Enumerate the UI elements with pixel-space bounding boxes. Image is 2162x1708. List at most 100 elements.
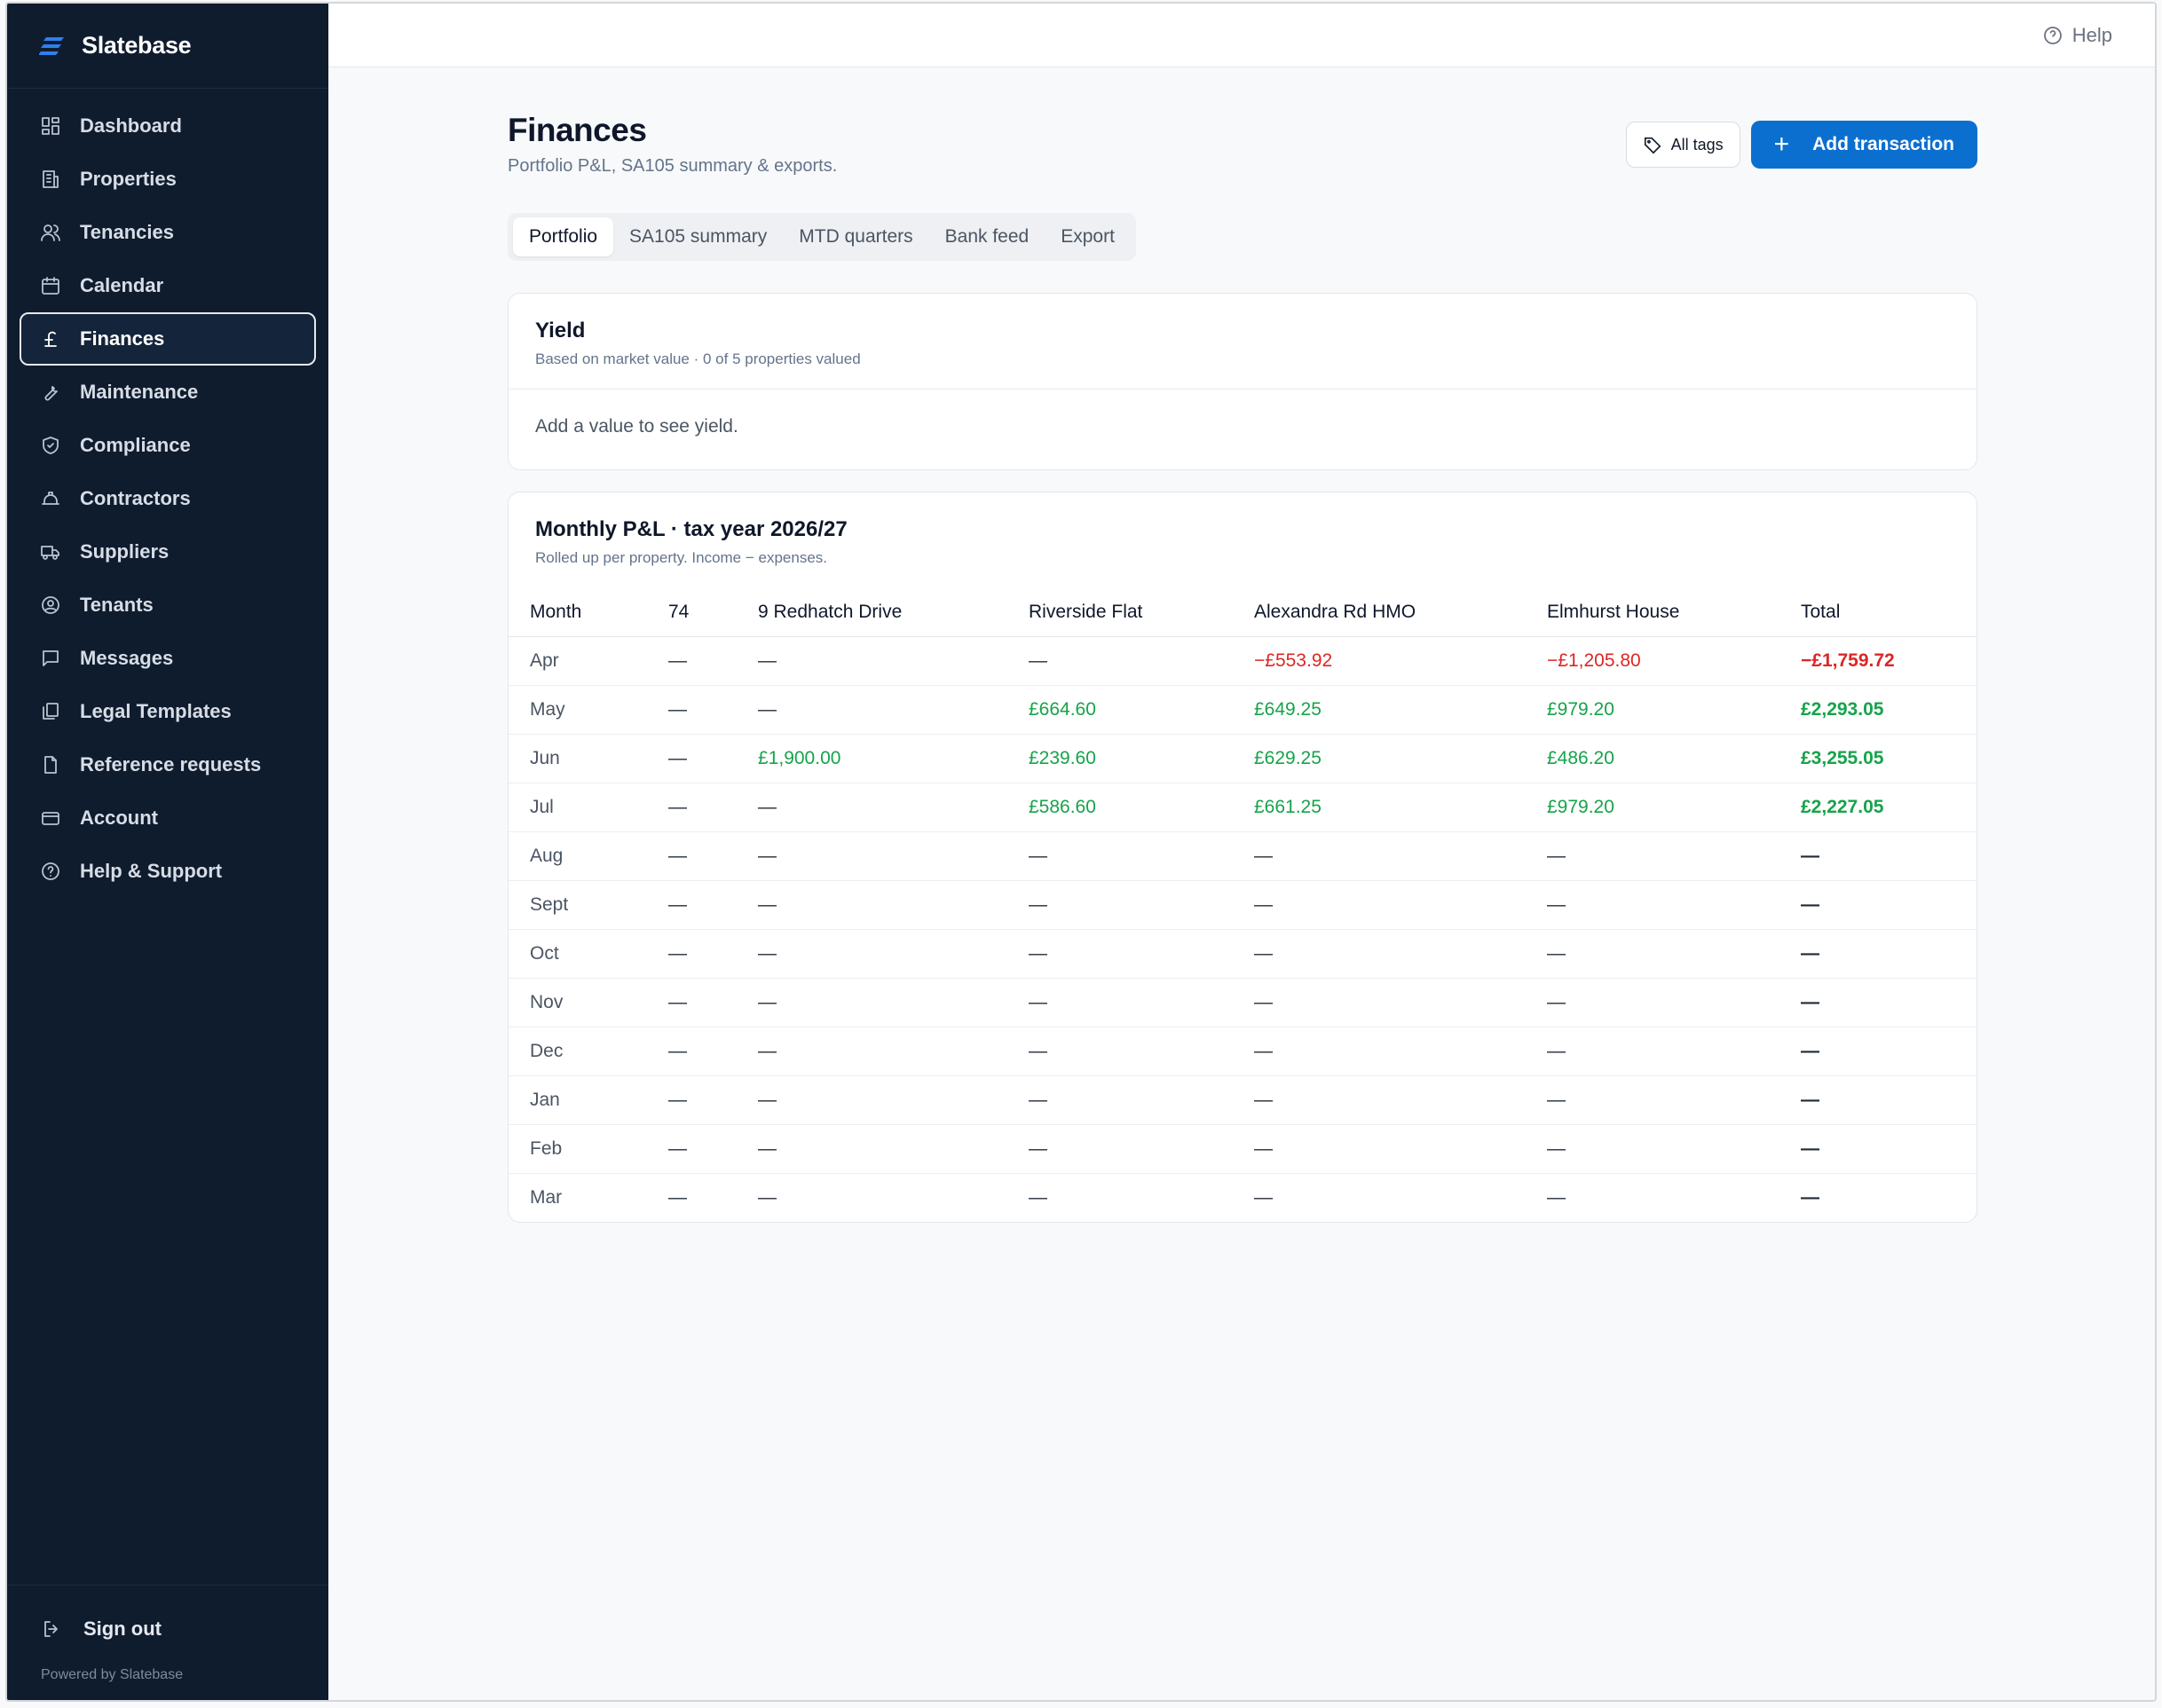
- table-row: Jul — — £586.60 £661.25 £979.20 £2,227.05: [509, 783, 1977, 832]
- table-cell: —: [737, 831, 1007, 881]
- sidebar-item-dashboard[interactable]: Dashboard: [20, 99, 316, 153]
- hardhat-icon: [39, 487, 62, 510]
- sidebar-item-properties[interactable]: Properties: [20, 153, 316, 206]
- pl-title: Monthly P&L · tax year 2026/27: [535, 517, 848, 541]
- tab-mtd-quarters[interactable]: MTD quarters: [799, 226, 913, 247]
- pound-icon: [39, 327, 62, 350]
- total-cell: £2,293.05: [1779, 685, 1977, 735]
- yield-card-header: Yield Based on market value · 0 of 5 pro…: [509, 294, 1977, 390]
- file-search-icon: [39, 753, 62, 776]
- help-circle-icon: [39, 860, 62, 883]
- table-row: Jun — £1,900.00 £239.60 £629.25 £486.20 £3,255…: [509, 734, 1977, 783]
- sidebar-item-suppliers[interactable]: Suppliers: [20, 525, 316, 579]
- table-cell: −£1,205.80: [1526, 636, 1779, 686]
- table-cell: £979.20: [1526, 685, 1779, 735]
- sidebar-item-contractors[interactable]: Contractors: [20, 472, 316, 525]
- page-actions: All tags + Add transaction: [1625, 121, 1977, 169]
- documents-icon: [39, 700, 62, 723]
- pl-card-header: Monthly P&L · tax year 2026/27 Rolled up…: [509, 492, 1977, 588]
- table-cell: —: [1526, 1075, 1779, 1125]
- col-header-month: Month: [509, 588, 647, 637]
- main-area: Help Finances Portfolio P&L, SA105 summa…: [328, 4, 2155, 1700]
- table-cell: £979.20: [1526, 783, 1779, 832]
- sign-out-label: Sign out: [83, 1617, 162, 1640]
- pl-header-row: Month 74 9 Redhatch Drive Riverside Flat…: [509, 588, 1977, 637]
- table-cell: —: [737, 636, 1007, 686]
- table-row: Oct — — — — — —: [509, 929, 1977, 979]
- sidebar-item-legal-templates[interactable]: Legal Templates: [20, 685, 316, 738]
- table-cell: —: [647, 1124, 737, 1174]
- sidebar-item-label: Compliance: [80, 434, 191, 456]
- total-cell: £3,255.05: [1779, 734, 1977, 783]
- help-label: Help: [2071, 23, 2112, 46]
- total-cell: —: [1779, 1075, 1977, 1125]
- sidebar-item-label: Contractors: [80, 487, 191, 509]
- sidebar-item-label: Suppliers: [80, 540, 170, 563]
- table-cell: —: [737, 685, 1007, 735]
- table-cell: —: [647, 1075, 737, 1125]
- table-row: Feb — — — — — —: [509, 1124, 1977, 1174]
- table-cell: —: [1526, 978, 1779, 1027]
- add-transaction-button[interactable]: + Add transaction: [1750, 121, 1977, 169]
- total-cell: —: [1779, 978, 1977, 1027]
- table-cell: —: [1007, 978, 1233, 1027]
- sidebar-item-maintenance[interactable]: Maintenance: [20, 366, 316, 419]
- table-cell: —: [1007, 636, 1233, 686]
- sidebar-item-account[interactable]: Account: [20, 791, 316, 845]
- pl-table: Month 74 9 Redhatch Drive Riverside Flat…: [509, 588, 1977, 1222]
- tab-bank-feed[interactable]: Bank feed: [944, 226, 1030, 247]
- tag-icon: [1644, 137, 1661, 154]
- table-cell: —: [1233, 831, 1526, 881]
- table-row: May — — £664.60 £649.25 £979.20 £2,293.05: [509, 685, 1977, 735]
- table-cell: —: [1526, 1124, 1779, 1174]
- help-link[interactable]: Help: [2042, 24, 2112, 47]
- table-cell: £1,900.00: [737, 734, 1007, 783]
- table-cell: —: [647, 880, 737, 930]
- total-cell: −£1,759.72: [1779, 636, 1977, 686]
- all-tags-button[interactable]: All tags: [1625, 122, 1740, 168]
- user-circle-icon: [39, 594, 62, 617]
- tab-export[interactable]: Export: [1061, 226, 1115, 247]
- table-cell: £661.25: [1233, 783, 1526, 832]
- table-cell: —: [1233, 978, 1526, 1027]
- pl-subtitle: Rolled up per property. Income − expense…: [535, 549, 828, 566]
- sidebar-item-calendar[interactable]: Calendar: [20, 259, 316, 312]
- table-cell: —: [1007, 1075, 1233, 1125]
- sidebar-item-label: Reference requests: [80, 753, 262, 775]
- month-cell: Dec: [509, 1027, 647, 1076]
- page-title: Finances: [508, 112, 647, 148]
- table-cell: £649.25: [1233, 685, 1526, 735]
- sign-out-button[interactable]: Sign out: [41, 1617, 162, 1641]
- topbar: Help: [328, 4, 2155, 67]
- tab-portfolio[interactable]: Portfolio: [513, 217, 614, 256]
- month-cell: Oct: [509, 929, 647, 979]
- table-row: Sept — — — — — —: [509, 880, 1977, 930]
- calendar-icon: [39, 274, 62, 297]
- powered-by: Powered by Slatebase: [41, 1667, 184, 1682]
- sidebar-item-messages[interactable]: Messages: [20, 632, 316, 685]
- brand[interactable]: Slatebase: [7, 4, 328, 89]
- table-cell: —: [737, 1075, 1007, 1125]
- all-tags-label: All tags: [1670, 135, 1724, 153]
- sidebar-item-reference-requests[interactable]: Reference requests: [20, 738, 316, 791]
- sidebar-item-label: Calendar: [80, 274, 164, 296]
- tab-sa105-summary[interactable]: SA105 summary: [629, 226, 768, 247]
- table-cell: —: [1233, 1075, 1526, 1125]
- sidebar-item-tenants[interactable]: Tenants: [20, 579, 316, 632]
- table-row: Aug — — — — — —: [509, 831, 1977, 881]
- table-cell: —: [1233, 1027, 1526, 1076]
- table-cell: —: [1029, 1186, 1047, 1208]
- sidebar-item-tenancies[interactable]: Tenancies: [20, 206, 316, 259]
- month-cell: Nov: [509, 978, 647, 1027]
- total-cell: £2,227.05: [1779, 783, 1977, 832]
- total-cell: —: [1779, 880, 1977, 930]
- sidebar-item-label: Tenancies: [80, 221, 174, 243]
- sidebar-item-finances[interactable]: Finances: [20, 312, 316, 366]
- table-cell: —: [1007, 880, 1233, 930]
- sidebar-item-compliance[interactable]: Compliance: [20, 419, 316, 472]
- sidebar-item-help-support[interactable]: Help & Support: [20, 845, 316, 898]
- app-name: Slatebase: [82, 32, 192, 59]
- page-subtitle: Portfolio P&L, SA105 summary & exports.: [508, 156, 838, 176]
- total-cell: —: [1779, 1027, 1977, 1076]
- table-cell: —: [737, 783, 1007, 832]
